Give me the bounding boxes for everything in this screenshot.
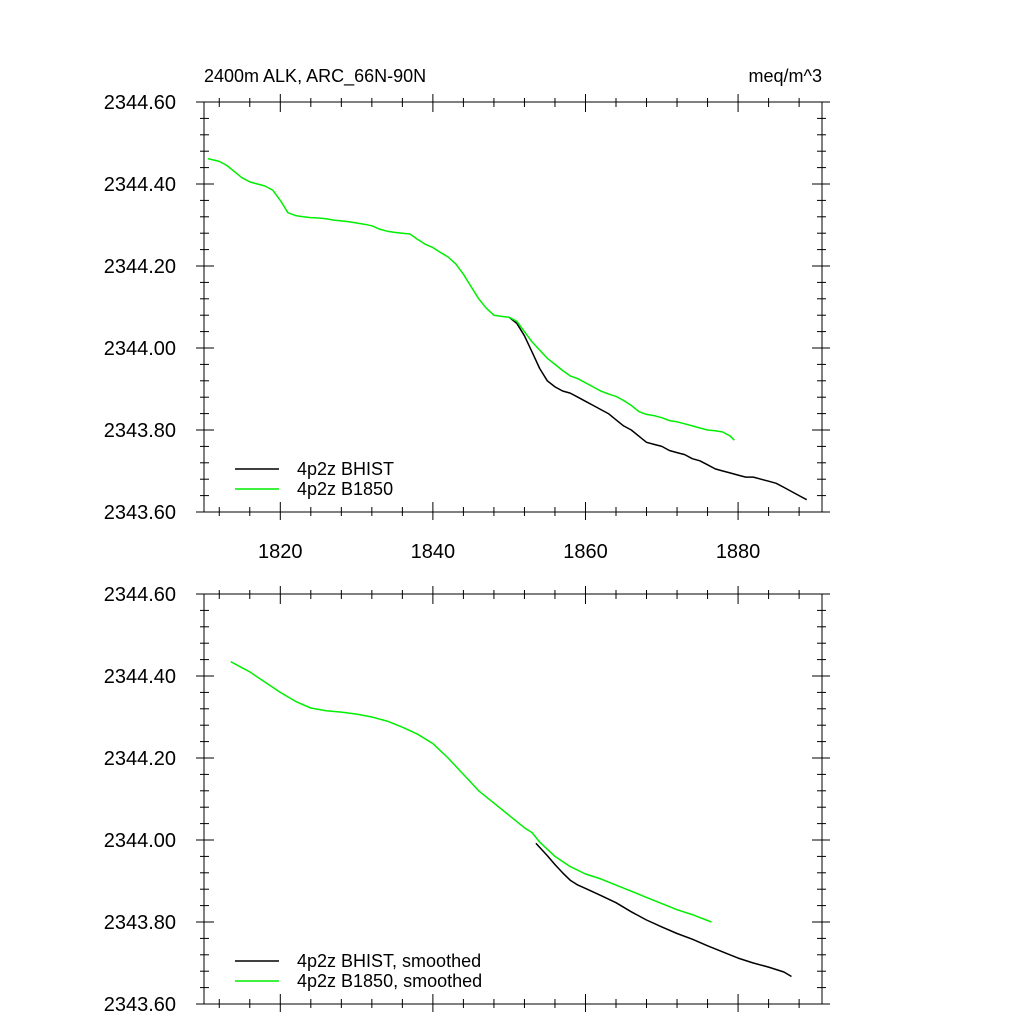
legend-label-1: 4p2z B1850 <box>297 479 393 499</box>
x-tick-label: 1840 <box>411 541 456 563</box>
y-tick-label: 2343.80 <box>104 420 176 442</box>
x-tick-label: 1820 <box>258 541 303 563</box>
bottom-panel: 2343.60 2343.80 2344.00 2344.20 2344.40 2344.… <box>104 584 830 1016</box>
series-line-1 <box>207 157 735 441</box>
legend-label-0: 4p2z BHIST <box>297 459 394 479</box>
y-tick-label: 2344.40 <box>104 666 176 688</box>
y-tick-label: 2344.00 <box>104 830 176 852</box>
x-tick-label: 1880 <box>716 541 761 563</box>
series-line-0 <box>535 842 792 978</box>
y-tick-label: 2344.40 <box>104 174 176 196</box>
legend-label-0: 4p2z BHIST, smoothed <box>297 951 481 971</box>
y-tick-label: 2344.20 <box>104 748 176 770</box>
chart-title: 2400m ALK, ARC_66N-90N <box>204 66 426 87</box>
y-tick-label: 2344.00 <box>104 338 176 360</box>
series-line-0 <box>508 316 808 501</box>
y-tick-label: 2343.60 <box>104 994 176 1016</box>
y-tick-label: 2343.60 <box>104 502 176 524</box>
y-tick-label: 2344.20 <box>104 256 176 278</box>
series-line-1 <box>230 660 712 923</box>
units-label: meq/m^3 <box>749 66 822 86</box>
y-tick-label: 2344.60 <box>104 92 176 114</box>
legend-label-1: 4p2z B1850, smoothed <box>297 971 482 991</box>
plot-frame <box>203 101 823 513</box>
plot-frame <box>203 593 823 1005</box>
x-tick-label: 1860 <box>563 541 608 563</box>
y-tick-label: 2344.60 <box>104 584 176 606</box>
top-panel: 2343.60 2343.80 2344.00 2344.20 2344.40 2344.… <box>104 92 830 563</box>
y-tick-label: 2343.80 <box>104 912 176 934</box>
